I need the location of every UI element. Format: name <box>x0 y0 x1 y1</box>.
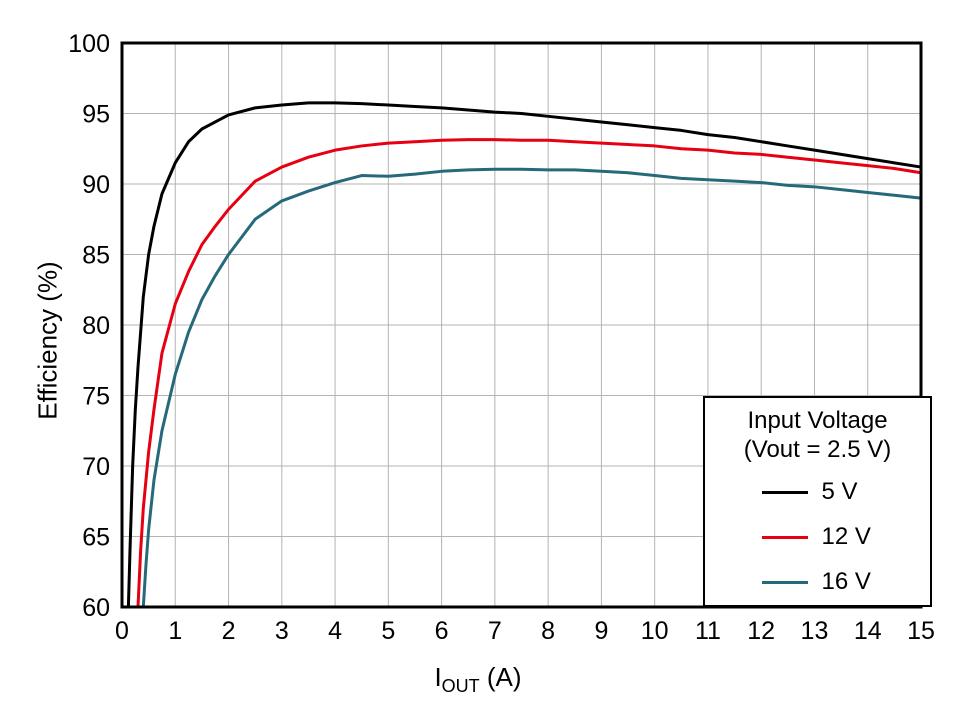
y-tick-label: 85 <box>82 242 110 270</box>
x-tick-label: 1 <box>168 617 182 645</box>
x-tick-label: 10 <box>641 617 669 645</box>
x-tick-label: 4 <box>328 617 342 645</box>
legend-entry-12v: 12 V <box>715 520 920 554</box>
x-tick-label: 7 <box>488 617 502 645</box>
y-tick-label: 65 <box>82 524 110 552</box>
x-axis-label-main: I <box>434 662 442 692</box>
x-tick-label: 15 <box>907 617 935 645</box>
y-tick-label: 70 <box>82 453 110 481</box>
y-tick-label: 80 <box>82 312 110 340</box>
legend-label-16v: 16 V <box>821 568 871 595</box>
series-line-12v <box>136 138 923 609</box>
x-tick-label: 5 <box>381 617 395 645</box>
series-line-5v <box>126 101 923 609</box>
y-tick-label: 90 <box>82 171 110 199</box>
y-tick-label: 95 <box>82 101 110 129</box>
legend-entry-5v: 5 V <box>715 475 920 509</box>
x-tick-label: 9 <box>594 617 608 645</box>
legend-line-swatch-16v <box>761 580 808 584</box>
y-tick-label: 75 <box>82 383 110 411</box>
y-tick-label: 100 <box>68 30 110 58</box>
y-tick-labels: 60 65 70 75 80 85 90 95 100 <box>68 30 110 622</box>
x-tick-label: 3 <box>275 617 289 645</box>
x-axis-label-unit: (A) <box>479 662 522 692</box>
legend-label-12v: 12 V <box>821 523 871 550</box>
x-tick-label: 0 <box>115 617 129 645</box>
series-line-16v <box>141 167 923 609</box>
x-axis-label: IOUT (A) <box>0 662 956 697</box>
x-tick-labels: 0 1 2 3 4 5 6 7 8 9 10 11 12 13 14 15 <box>115 617 935 645</box>
x-tick-label: 13 <box>801 617 829 645</box>
series-curves <box>126 101 923 609</box>
x-axis-label-sub: OUT <box>441 676 480 697</box>
legend-title: Input Voltage (Vout = 2.5 V) <box>715 406 920 464</box>
legend: Input Voltage (Vout = 2.5 V) 5 V 12 V 16… <box>703 396 932 607</box>
legend-entry-16v: 16 V <box>715 565 920 599</box>
y-tick-label: 60 <box>82 594 110 622</box>
x-tick-label: 12 <box>747 617 775 645</box>
x-tick-label: 8 <box>541 617 555 645</box>
x-tick-label: 2 <box>222 617 236 645</box>
legend-line-swatch-5v <box>761 490 808 494</box>
x-tick-label: 11 <box>695 617 721 645</box>
legend-title-line1: Input Voltage <box>747 407 888 434</box>
legend-line-swatch-12v <box>761 535 808 539</box>
legend-title-line2: (Vout = 2.5 V) <box>743 436 892 463</box>
plot-frame <box>120 41 923 609</box>
x-tick-label: 6 <box>435 617 449 645</box>
x-tick-label: 14 <box>854 617 882 645</box>
legend-label-5v: 5 V <box>821 478 858 505</box>
y-axis-label: Efficiency (%) <box>32 261 63 420</box>
